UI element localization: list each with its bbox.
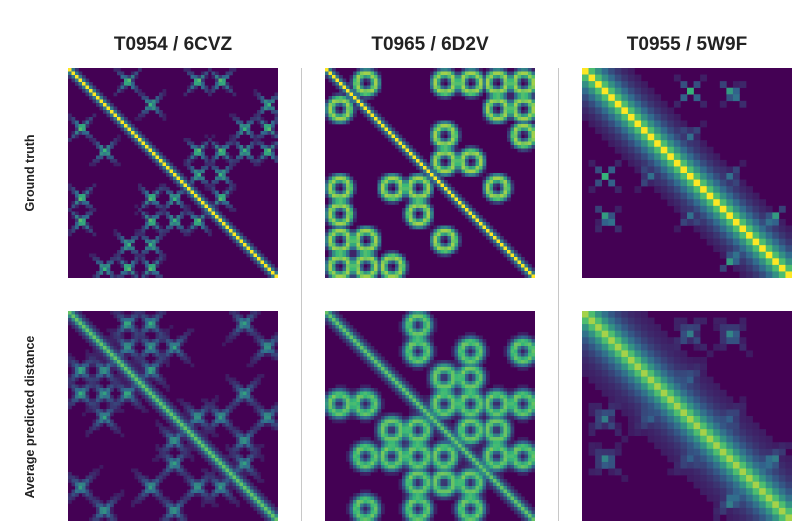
heatmap-cells bbox=[582, 68, 792, 278]
column-divider-2 bbox=[558, 68, 559, 521]
heatmap-t0954-average-predicted-distance bbox=[68, 311, 278, 521]
heatmap-svg bbox=[325, 311, 535, 521]
heatmap-svg bbox=[68, 311, 278, 521]
row-label-ground-truth: Ground truth bbox=[23, 134, 37, 212]
heatmap-cells bbox=[582, 311, 792, 521]
heatmap-t0955-ground-truth bbox=[582, 68, 792, 278]
heatmap-t0955-average-predicted-distance bbox=[582, 311, 792, 521]
heatmap-cells bbox=[68, 311, 278, 521]
heatmap-cells bbox=[68, 68, 278, 278]
heatmap-t0954-ground-truth bbox=[68, 68, 278, 278]
column-divider-1 bbox=[301, 68, 302, 521]
heatmap-cells bbox=[325, 68, 535, 278]
heatmap-svg bbox=[582, 311, 792, 521]
heatmap-svg bbox=[325, 68, 535, 278]
column-title-1: T0954 / 6CVZ bbox=[113, 34, 233, 55]
heatmap-svg bbox=[68, 68, 278, 278]
heatmap-svg bbox=[582, 68, 792, 278]
heatmap-t0965-ground-truth bbox=[325, 68, 535, 278]
column-title-2: T0965 / 6D2V bbox=[371, 34, 489, 55]
column-title-3: T0955 / 5W9F bbox=[626, 34, 748, 55]
row-label-average-predicted-distance: Average predicted distance bbox=[23, 335, 37, 499]
heatmap-t0965-average-predicted-distance bbox=[325, 311, 535, 521]
heatmap-cells bbox=[325, 311, 535, 521]
